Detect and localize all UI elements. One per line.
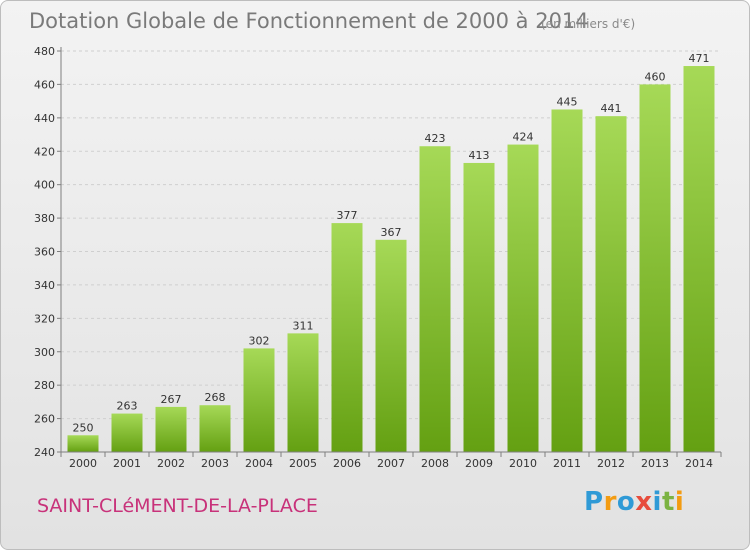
x-tick-label: 2010 — [509, 457, 537, 470]
value-label: 413 — [469, 149, 490, 162]
bar — [155, 406, 187, 452]
x-tick-label: 2005 — [289, 457, 317, 470]
logo-letter: r — [603, 487, 617, 517]
bar — [243, 348, 275, 452]
bar — [287, 333, 319, 452]
proxiti-logo: Proxiti — [584, 487, 684, 517]
logo-letter: i — [652, 487, 662, 517]
y-tick-label: 460 — [34, 78, 55, 91]
bars — [67, 66, 715, 453]
y-tick-label: 420 — [34, 145, 55, 158]
value-label: 471 — [689, 52, 710, 65]
y-tick-label: 480 — [34, 45, 55, 58]
logo-letter: P — [584, 487, 604, 517]
logo-letter: x — [635, 487, 653, 517]
bar — [419, 146, 451, 453]
y-tick-label: 380 — [34, 212, 55, 225]
x-tick-label: 2009 — [465, 457, 493, 470]
y-tick-label: 340 — [34, 279, 55, 292]
value-label: 460 — [645, 70, 666, 83]
y-tick-label: 260 — [34, 413, 55, 426]
x-tick-label: 2008 — [421, 457, 449, 470]
y-tick-label: 300 — [34, 346, 55, 359]
bar — [111, 413, 143, 452]
y-tick-label: 360 — [34, 246, 55, 259]
x-tick-label: 2014 — [685, 457, 713, 470]
bar — [375, 239, 407, 452]
value-label: 250 — [73, 421, 94, 434]
y-tick-label: 400 — [34, 179, 55, 192]
value-label: 267 — [161, 393, 182, 406]
place-name: SAINT-CLéMENT-DE-LA-PLACE — [37, 495, 318, 517]
bar — [551, 109, 583, 453]
value-label: 263 — [117, 400, 138, 413]
chart-subtitle: (en milliers d'€) — [541, 17, 636, 31]
value-label: 423 — [425, 132, 446, 145]
x-tick-label: 2004 — [245, 457, 273, 470]
x-tick-label: 2003 — [201, 457, 229, 470]
chart-title: Dotation Globale de Fonctionnement de 20… — [29, 9, 589, 33]
value-label: 441 — [601, 102, 622, 115]
y-tick-label: 320 — [34, 312, 55, 325]
value-label: 424 — [513, 131, 534, 144]
x-tick-label: 2001 — [113, 457, 141, 470]
x-tick-label: 2012 — [597, 457, 625, 470]
bar — [507, 144, 539, 453]
value-label: 445 — [557, 95, 578, 108]
value-label: 268 — [205, 391, 226, 404]
x-tick-label: 2002 — [157, 457, 185, 470]
x-tick-label: 2011 — [553, 457, 581, 470]
axes — [57, 47, 722, 457]
bar — [463, 162, 495, 452]
value-label: 367 — [381, 226, 402, 239]
bar — [639, 84, 671, 453]
y-tick-label: 280 — [34, 379, 55, 392]
logo-letter: i — [674, 487, 685, 517]
logo-letter: t — [661, 487, 675, 517]
x-tick-label: 2006 — [333, 457, 361, 470]
labels: 240 260 280 300 320 340 360 380 400 420 440 460 480 2… — [34, 45, 713, 470]
bar — [595, 116, 627, 452]
bar — [331, 223, 363, 452]
x-tick-label: 2007 — [377, 457, 405, 470]
bar — [67, 435, 99, 452]
bar — [199, 405, 231, 452]
x-tick-label: 2000 — [69, 457, 97, 470]
value-label: 302 — [249, 334, 270, 347]
bar — [683, 66, 715, 452]
y-tick-label: 240 — [34, 446, 55, 459]
x-tick-label: 2013 — [641, 457, 669, 470]
value-label: 377 — [337, 209, 358, 222]
y-tick-label: 440 — [34, 112, 55, 125]
value-label: 311 — [293, 319, 314, 332]
logo-letter: o — [616, 487, 636, 517]
